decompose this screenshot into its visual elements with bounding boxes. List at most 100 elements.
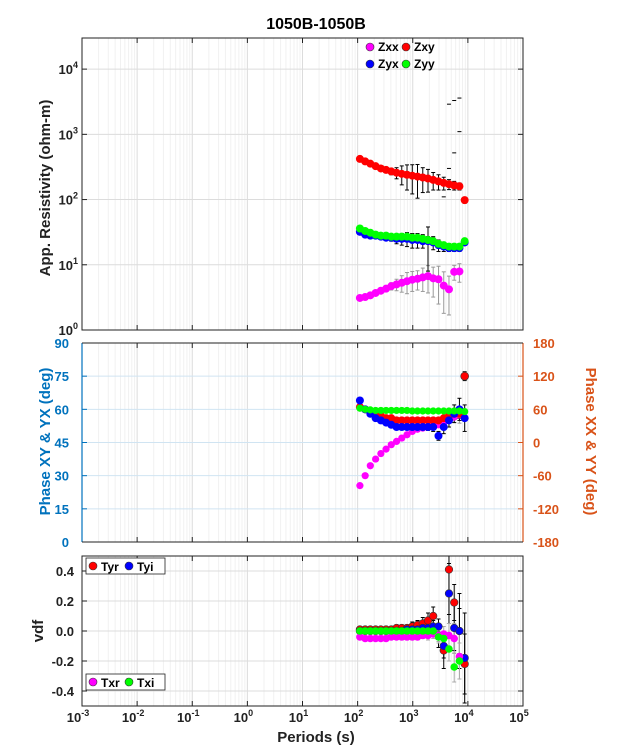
data-point-txi — [371, 627, 380, 635]
y-tick-label: 101 — [59, 256, 78, 273]
data-point-zyy — [366, 406, 374, 414]
x-tick-label: 10-3 — [67, 708, 89, 725]
data-point-zyy — [372, 406, 380, 415]
legend-marker-tyr — [88, 561, 98, 571]
data-point-txi — [455, 657, 464, 665]
data-point-txr — [387, 633, 396, 641]
x-tick-labels: 10-3 10-2 10-1 100 101 102 103 104 105 — [67, 708, 529, 725]
data-point-zyx — [434, 431, 443, 440]
data-point-txi — [377, 627, 385, 635]
data-point-txr — [397, 633, 406, 641]
figure-title: 1050B-1050B — [266, 16, 366, 33]
y-tick-label-left: 15 — [55, 502, 69, 517]
data-point-zyy — [392, 406, 401, 415]
data-point-txi — [387, 627, 396, 635]
legend-marker-txi — [124, 677, 134, 687]
data-point-zyy — [424, 407, 432, 415]
data-point-zyy — [455, 242, 464, 251]
data-point-txi — [418, 627, 427, 635]
x-tick-label: 103 — [399, 708, 418, 725]
data-point-txr — [408, 633, 417, 641]
phase-panel: 0 15 30 45 60 75 90 -180 -120 -60 0 60 120 180 Phase X… — [37, 336, 599, 550]
data-point-zyy — [429, 407, 437, 415]
x-tick-label: 105 — [509, 708, 528, 725]
data-point-txi — [366, 627, 375, 635]
data-point-zxx — [387, 441, 395, 449]
data-point-zyy — [377, 406, 385, 415]
data-point-zxx — [356, 482, 364, 490]
resistivity-legend: Zxx Zxy Zyx Zyy — [365, 40, 435, 71]
y-tick-label-left: 30 — [55, 469, 69, 484]
data-point-tyi — [444, 589, 454, 598]
y-tick-label: 0.2 — [56, 594, 74, 609]
y-tick-label: -0.4 — [52, 684, 75, 699]
data-point-tyi — [434, 622, 443, 631]
data-point-zyy — [419, 407, 427, 415]
y-tick-label-left: 0 — [62, 535, 69, 550]
data-point-zyy — [403, 406, 411, 415]
data-point-zxx — [392, 437, 401, 445]
data-point-zxx — [366, 462, 374, 470]
data-point-zyy — [445, 407, 453, 415]
legend-label-zxx: Zxx — [378, 40, 399, 54]
legend-label-txr: Txr — [101, 676, 120, 690]
y-tick-label-left: 60 — [55, 402, 69, 417]
data-point-zxx — [372, 455, 380, 463]
data-point-zyy — [440, 407, 448, 415]
data-point-zyy — [434, 407, 443, 415]
y-tick-label-right: 60 — [533, 402, 547, 417]
data-point-tyr — [429, 611, 438, 621]
data-point-zxx — [361, 472, 369, 480]
legend-marker-zxy — [401, 42, 411, 52]
legend-label-zyy: Zyy — [414, 57, 435, 71]
y-tick-label-right: 180 — [533, 336, 555, 351]
y-axis-label-right: Phase XX & YY (deg) — [582, 368, 599, 516]
y-tick-label-right: 0 — [533, 436, 540, 451]
legend-marker-zxx — [365, 42, 375, 52]
data-point-zxx — [455, 267, 464, 276]
data-point-txi — [439, 634, 448, 643]
data-point-zyx — [439, 423, 448, 432]
legend-label-zxy: Zxy — [414, 40, 435, 54]
data-point-zxx — [377, 449, 385, 458]
legend-marker-tyi — [124, 561, 134, 571]
y-tick-label: 104 — [59, 60, 78, 77]
y-tick-label-right: 120 — [533, 369, 555, 384]
data-point-zxx — [403, 431, 411, 439]
data-point-zyx — [460, 414, 469, 423]
y-tick-label-right: -60 — [533, 469, 552, 484]
y-tick-label-right: -120 — [533, 502, 559, 517]
x-tick-label: 10-2 — [122, 708, 144, 725]
data-point-zyy — [408, 407, 416, 415]
data-point-zyy — [382, 406, 390, 415]
data-point-zyy — [455, 407, 464, 415]
x-tick-label: 101 — [289, 708, 308, 725]
axes-box — [81, 37, 524, 331]
data-point-txr — [403, 633, 411, 641]
data-point-txr — [392, 633, 401, 641]
y-tick-label: 103 — [59, 125, 78, 142]
data-point-txi — [382, 627, 390, 635]
tipper-legend-y: Tyr Tyi — [85, 557, 166, 575]
y-tick-label-left: 90 — [55, 336, 69, 351]
x-axis-label: Periods (s) — [277, 729, 355, 746]
data-point-txr — [371, 634, 380, 643]
data-point-txr — [450, 634, 459, 643]
data-point-zxx — [434, 275, 443, 284]
data-point-txi — [408, 627, 417, 635]
legend-label-txi: Txi — [137, 676, 154, 690]
data-point-txi — [413, 627, 422, 635]
data-point-txi — [445, 645, 453, 653]
axes-box — [81, 555, 524, 707]
data-point-txi — [424, 627, 432, 635]
data-point-zyx — [444, 416, 453, 425]
data-point-zyy — [450, 407, 458, 415]
legend-label-tyi: Tyi — [137, 560, 153, 574]
data-point-txi — [403, 627, 411, 635]
data-point-zyy — [460, 237, 469, 246]
y-axis-label: vdf — [30, 619, 47, 643]
data-point-zxy — [455, 182, 464, 191]
data-point-zyy — [461, 407, 469, 416]
